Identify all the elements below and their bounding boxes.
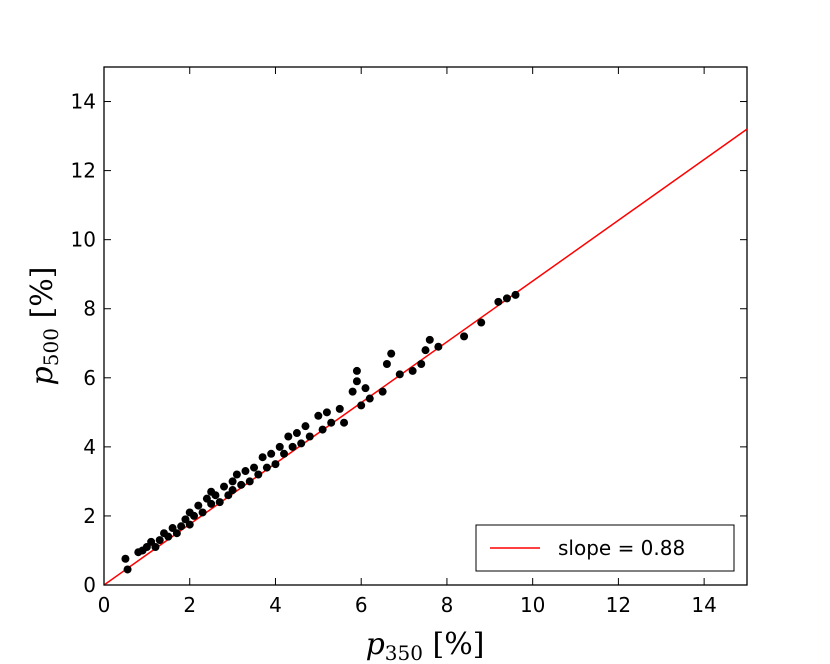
x-tick-label: 14	[691, 593, 716, 617]
data-point	[245, 477, 254, 486]
data-point	[232, 470, 241, 479]
data-point	[241, 467, 250, 476]
data-point	[314, 411, 323, 420]
x-tick-label: 8	[441, 593, 454, 617]
x-tick-label: 0	[98, 593, 111, 617]
data-point	[502, 294, 511, 303]
y-tick-label: 6	[83, 366, 96, 390]
data-point	[207, 499, 216, 508]
data-point	[292, 429, 301, 438]
data-point	[123, 565, 132, 574]
data-point	[301, 422, 310, 431]
data-point	[352, 377, 361, 386]
x-tick-label: 12	[606, 593, 631, 617]
data-point	[322, 408, 331, 417]
y-tick-label: 8	[83, 297, 96, 321]
data-point	[177, 522, 186, 531]
y-tick-label: 2	[83, 504, 96, 528]
data-point	[155, 536, 164, 545]
data-point	[215, 498, 224, 507]
data-point	[220, 482, 229, 491]
y-tick-label: 10	[71, 228, 96, 252]
data-point	[378, 387, 387, 396]
data-point	[460, 332, 469, 341]
data-point	[258, 453, 267, 462]
data-point	[254, 470, 263, 479]
data-point	[408, 366, 417, 375]
data-point	[121, 554, 130, 563]
data-point	[352, 366, 361, 375]
y-tick-label: 0	[83, 573, 96, 597]
legend: slope = 0.88	[475, 524, 735, 572]
data-point	[228, 486, 237, 495]
data-point	[434, 342, 443, 351]
data-point	[275, 442, 284, 451]
data-point	[280, 449, 289, 458]
data-point	[267, 449, 276, 458]
x-tick-label: 2	[183, 593, 196, 617]
data-point	[361, 384, 370, 393]
plot-frame	[103, 66, 748, 586]
data-point	[494, 297, 503, 306]
data-point	[151, 543, 160, 552]
y-tick-label: 14	[71, 90, 96, 114]
data-point	[387, 349, 396, 358]
data-point	[271, 460, 280, 469]
data-point	[327, 418, 336, 427]
y-axis-symbol: p	[25, 366, 60, 385]
y-axis-unit: [%]	[25, 267, 60, 319]
data-point	[288, 442, 297, 451]
y-tick-label: 4	[83, 435, 96, 459]
x-axis-symbol: p	[366, 627, 385, 662]
y-axis-subscript: 500	[39, 328, 63, 366]
data-point	[284, 432, 293, 441]
data-point	[511, 290, 520, 299]
data-point	[395, 370, 404, 379]
x-axis-unit: [%]	[433, 627, 485, 662]
data-point	[421, 346, 430, 355]
fit-line	[103, 128, 748, 586]
data-point	[340, 418, 349, 427]
data-point	[365, 394, 374, 403]
data-points	[121, 290, 520, 574]
x-axis-title: p350 [%]	[366, 627, 485, 664]
data-point	[335, 404, 344, 413]
data-point	[425, 335, 434, 344]
y-tick-label: 12	[71, 159, 96, 183]
legend-label: slope = 0.88	[558, 536, 685, 560]
y-axis-title: p500 [%]	[25, 267, 63, 386]
data-point	[164, 532, 173, 541]
data-point	[318, 425, 327, 434]
data-point	[477, 318, 486, 327]
data-point	[348, 387, 357, 396]
data-point	[228, 477, 237, 486]
data-point	[297, 439, 306, 448]
x-tick-label: 6	[355, 593, 368, 617]
x-tick-label: 4	[269, 593, 282, 617]
data-point	[172, 529, 181, 538]
data-point	[417, 359, 426, 368]
data-point	[357, 401, 366, 410]
data-point	[198, 508, 207, 517]
x-axis-subscript: 350	[385, 641, 423, 664]
y-axis-ticks: 0 2 4 6 8 10 12 14	[71, 90, 747, 597]
data-point	[305, 432, 314, 441]
data-point	[250, 463, 259, 472]
plot-area	[103, 66, 748, 586]
data-point	[194, 501, 203, 510]
x-tick-label: 10	[520, 593, 545, 617]
data-point	[237, 480, 246, 489]
x-axis-ticks: 0 2 4 6 8 10 12 14	[98, 67, 717, 617]
data-point	[382, 359, 391, 368]
data-point	[190, 511, 199, 520]
data-point	[211, 491, 220, 500]
data-point	[185, 520, 194, 529]
data-point	[262, 463, 271, 472]
